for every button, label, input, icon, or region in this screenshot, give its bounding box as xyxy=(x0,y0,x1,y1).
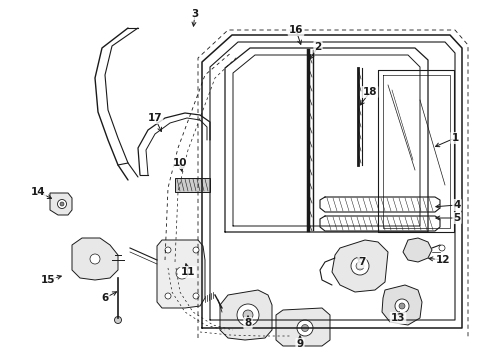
Text: 7: 7 xyxy=(358,257,366,267)
Text: 15: 15 xyxy=(41,275,55,285)
Text: 6: 6 xyxy=(101,293,109,303)
Circle shape xyxy=(193,247,199,253)
Polygon shape xyxy=(276,308,330,346)
Circle shape xyxy=(399,303,405,309)
Circle shape xyxy=(193,293,199,299)
Text: 2: 2 xyxy=(315,42,321,52)
Circle shape xyxy=(301,324,309,332)
Polygon shape xyxy=(72,238,118,280)
Circle shape xyxy=(60,202,64,206)
Circle shape xyxy=(90,254,100,264)
Bar xyxy=(175,178,210,192)
Circle shape xyxy=(439,245,445,251)
Polygon shape xyxy=(403,238,432,262)
Text: 12: 12 xyxy=(436,255,450,265)
Text: 17: 17 xyxy=(147,113,162,123)
Text: 1: 1 xyxy=(451,133,459,143)
Circle shape xyxy=(395,299,409,313)
Polygon shape xyxy=(332,240,388,292)
Text: 18: 18 xyxy=(363,87,377,97)
Circle shape xyxy=(356,262,364,270)
Text: 10: 10 xyxy=(173,158,187,168)
Text: 8: 8 xyxy=(245,318,252,328)
Text: 5: 5 xyxy=(453,213,461,223)
Circle shape xyxy=(57,199,67,208)
Text: 13: 13 xyxy=(391,313,405,323)
Circle shape xyxy=(237,304,259,326)
Text: 3: 3 xyxy=(192,9,198,19)
Text: 16: 16 xyxy=(289,25,303,35)
Polygon shape xyxy=(50,193,72,215)
Circle shape xyxy=(115,316,122,324)
Text: 9: 9 xyxy=(296,339,304,349)
Polygon shape xyxy=(220,290,272,340)
Text: 11: 11 xyxy=(181,267,195,277)
Circle shape xyxy=(165,247,171,253)
Polygon shape xyxy=(382,285,422,325)
Circle shape xyxy=(176,267,188,279)
Circle shape xyxy=(297,320,313,336)
Circle shape xyxy=(243,310,253,320)
Circle shape xyxy=(165,293,171,299)
Text: 14: 14 xyxy=(31,187,45,197)
Circle shape xyxy=(351,257,369,275)
Polygon shape xyxy=(157,240,205,308)
Text: 4: 4 xyxy=(453,200,461,210)
